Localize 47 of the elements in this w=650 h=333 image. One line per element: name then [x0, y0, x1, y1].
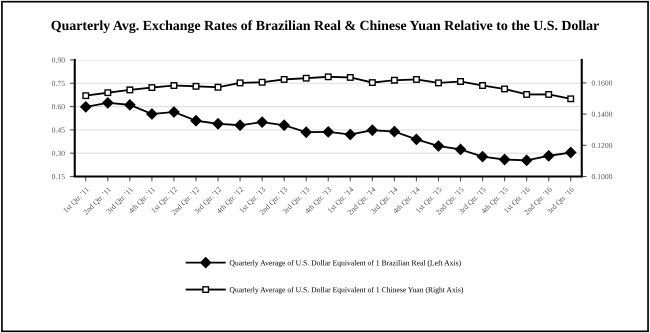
point — [412, 76, 420, 83]
point — [521, 154, 532, 166]
point — [432, 140, 444, 152]
point — [258, 78, 266, 86]
point — [170, 82, 178, 89]
point — [543, 150, 554, 162]
point — [192, 82, 200, 90]
point — [346, 74, 354, 81]
point — [479, 82, 486, 89]
point — [434, 79, 442, 86]
point — [104, 89, 112, 96]
point — [501, 85, 508, 92]
point — [390, 76, 398, 84]
point — [454, 144, 466, 156]
point — [476, 150, 488, 162]
point — [214, 84, 222, 91]
point — [168, 106, 180, 118]
point — [565, 146, 576, 158]
point — [324, 73, 332, 80]
point — [124, 99, 136, 110]
point — [126, 86, 134, 94]
point — [80, 101, 92, 112]
point — [498, 154, 510, 166]
point — [146, 108, 158, 120]
point — [523, 90, 530, 98]
point — [212, 118, 224, 130]
point — [368, 79, 376, 86]
point — [457, 78, 464, 85]
point — [236, 79, 244, 86]
point — [102, 97, 114, 108]
point — [567, 95, 574, 102]
point — [234, 120, 246, 131]
point — [190, 115, 202, 126]
chart-title: Quarterly Avg. Exchange Rates of Brazilian Real & Chinese Yuan Relative to the U.S. Dollar — [51, 20, 599, 34]
point — [278, 120, 290, 131]
point — [302, 74, 310, 82]
point — [280, 76, 288, 83]
point — [256, 116, 268, 128]
point — [300, 126, 312, 138]
point — [410, 134, 422, 145]
point — [82, 92, 90, 100]
point — [148, 84, 156, 92]
point — [388, 126, 400, 138]
point — [366, 124, 378, 136]
point — [344, 128, 356, 140]
point — [322, 126, 334, 138]
point — [545, 90, 552, 98]
